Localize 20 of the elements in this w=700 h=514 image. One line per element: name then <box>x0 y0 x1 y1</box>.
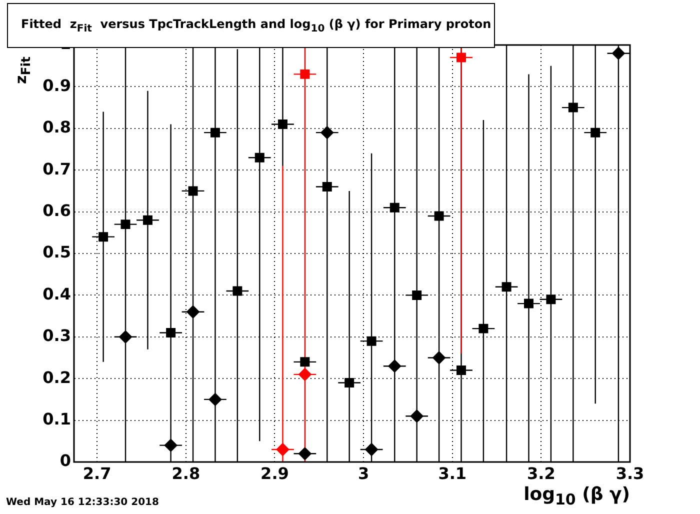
y-tick-label: 0.1 <box>42 409 71 428</box>
y-tick-label: 0.2 <box>42 368 71 387</box>
x-tick-label: 3.2 <box>527 464 556 483</box>
text: Wed May 16 12:33:30 2018 <box>6 497 159 508</box>
y-tick-label: 0.5 <box>42 242 71 262</box>
y-tick-label: 0.7 <box>42 159 71 178</box>
x-tick-label: 3.3 <box>616 464 644 483</box>
x-tick-label: 2.8 <box>172 464 200 483</box>
y-tick-label: 0.3 <box>42 326 71 346</box>
y-tick-label: 0.6 <box>42 200 71 220</box>
y-tick-label: 0 <box>60 451 71 470</box>
chart-title: Fitted z$_{Fit}$ versus TpcTrackLength and log$_{10}$ (β γ) for Primary proton <box>21 16 492 34</box>
x-tick-label: 2.7 <box>82 464 112 483</box>
x-tick-label: 3.1 <box>438 464 467 483</box>
y-tick-label: 0.4 <box>42 284 71 304</box>
x-axis-title: log$_{10}$ (β γ) <box>524 484 630 509</box>
y-tick-label: 0.8 <box>42 118 71 137</box>
y-tick-label: 0.9 <box>42 76 71 95</box>
x-tick-label: 3 <box>358 464 370 483</box>
x-tick-label: 2.9 <box>260 464 289 483</box>
